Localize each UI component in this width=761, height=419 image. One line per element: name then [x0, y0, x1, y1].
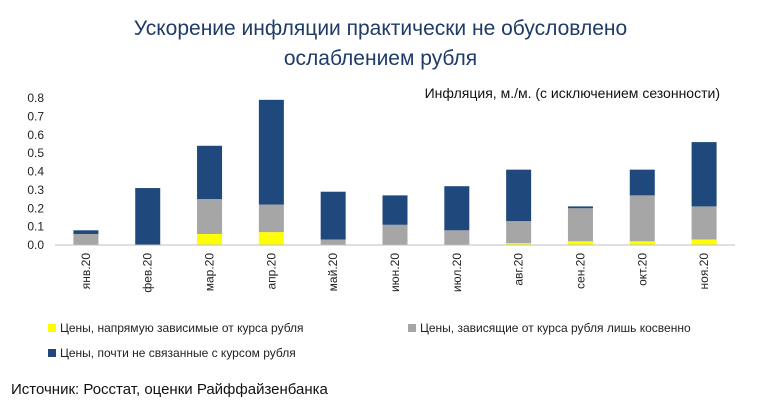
y-tick-label: 0.5	[27, 146, 44, 160]
y-tick-label: 0.6	[27, 128, 44, 142]
x-tick-label: фев.20	[141, 253, 155, 293]
bar-segment-direct	[197, 233, 223, 245]
source-note: Источник: Росстат, оценки Райффайзенбанк…	[11, 381, 328, 398]
bar-segment-indirect	[258, 204, 284, 233]
x-tick-label: мар.20	[203, 253, 217, 292]
x-tick-label: июл.20	[450, 253, 464, 292]
bar-segment-unrelated	[320, 191, 346, 240]
bar-segment-direct	[258, 232, 284, 245]
y-tick-label: 0.7	[27, 109, 44, 123]
bar-segment-direct	[506, 243, 532, 245]
y-tick-label: 0.8	[27, 91, 44, 105]
legend-swatch-unrelated	[48, 349, 56, 357]
bar-segment-unrelated	[506, 169, 532, 222]
chart-subtitle: Инфляция, м./м. (с исключением сезонност…	[425, 85, 720, 101]
bar-segment-unrelated	[197, 145, 223, 200]
bar-segment-indirect	[567, 208, 593, 242]
bar-segment-unrelated	[444, 186, 470, 231]
legend-swatch-direct	[48, 324, 56, 332]
bar-segment-unrelated	[382, 195, 408, 225]
y-tick-label: 0.4	[27, 165, 44, 179]
bar-segment-indirect	[691, 206, 717, 240]
bar-segment-indirect	[444, 230, 470, 245]
bar-segment-indirect	[629, 195, 655, 242]
y-tick-label: 0.1	[27, 220, 44, 234]
x-tick-label: апр.20	[264, 253, 278, 290]
bar-segment-unrelated	[629, 169, 655, 196]
bar-segment-indirect	[73, 233, 99, 245]
bar-segment-unrelated	[691, 142, 717, 207]
bar-segment-unrelated	[135, 188, 161, 245]
x-tick-label: май.20	[326, 253, 340, 292]
legend-label-indirect: Цены, зависящие от курса рубля лишь косв…	[420, 321, 691, 335]
x-tick-label: июн.20	[388, 253, 402, 292]
chart-title: Ускорение инфляции практически не обусло…	[0, 14, 761, 74]
bar-segment-unrelated	[258, 99, 284, 205]
bar-segment-indirect	[382, 224, 408, 245]
chart-title-line-1: Ускорение инфляции практически не обусло…	[133, 17, 628, 40]
bar-segment-direct	[691, 239, 717, 245]
legend-item-direct: Цены, напрямую зависимые от курса рубля	[48, 321, 304, 335]
legend-item-indirect: Цены, зависящие от курса рубля лишь косв…	[408, 321, 691, 335]
bar-segment-unrelated	[567, 206, 593, 209]
x-tick-label: авг.20	[512, 253, 526, 286]
legend-swatch-indirect	[408, 324, 416, 332]
bar-segment-indirect	[197, 199, 223, 234]
legend-item-unrelated: Цены, почти не связанные с курсом рубля	[48, 346, 296, 360]
bar-segment-direct	[629, 241, 655, 245]
y-tick-label: 0.2	[27, 201, 44, 215]
y-tick-label: 0.3	[27, 183, 44, 197]
x-tick-label: окт.20	[635, 253, 649, 286]
bar-segment-direct	[567, 241, 593, 245]
bar-segment-unrelated	[73, 230, 99, 234]
bar-segment-indirect	[320, 239, 346, 245]
legend-label-direct: Цены, напрямую зависимые от курса рубля	[60, 321, 304, 335]
legend-label-unrelated: Цены, почти не связанные с курсом рубля	[60, 346, 296, 360]
y-tick-label: 0.0	[27, 238, 44, 252]
chart-title-line-2: ослаблением рубля	[283, 47, 478, 70]
bar-segment-indirect	[506, 221, 532, 244]
x-tick-label: сен.20	[573, 253, 587, 289]
x-tick-label: янв.20	[79, 253, 93, 290]
x-tick-label: ноя.20	[697, 253, 711, 290]
